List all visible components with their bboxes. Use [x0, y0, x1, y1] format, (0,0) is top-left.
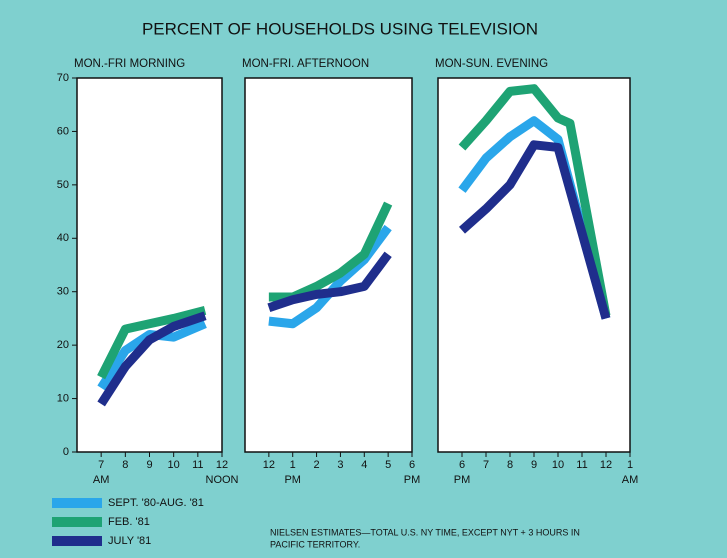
- legend-swatch: [52, 536, 102, 546]
- x-tick-label: 10: [552, 459, 564, 471]
- panel: [245, 78, 412, 452]
- axis-note: AM: [93, 474, 110, 486]
- x-tick-label: 11: [192, 459, 203, 471]
- x-tick-label: 2: [314, 459, 320, 471]
- x-tick-label: 12: [263, 459, 275, 471]
- x-tick-label: 9: [146, 459, 152, 471]
- chart: PERCENT OF HOUSEHOLDS USING TELEVISION N…: [0, 0, 727, 558]
- footnote: PACIFIC TERRITORY.: [270, 539, 360, 549]
- legend-swatch: [52, 498, 102, 508]
- x-tick-label: 9: [531, 459, 537, 471]
- x-tick-label: 12: [216, 459, 228, 471]
- y-tick-label: 10: [57, 392, 69, 404]
- x-tick-label: 6: [459, 459, 465, 471]
- x-tick-label: 12: [600, 459, 612, 471]
- axis-note: NOON: [206, 474, 239, 486]
- panel-title: MON-FRI. AFTERNOON: [242, 58, 369, 70]
- legend-swatch: [52, 517, 102, 527]
- y-tick-label: 20: [57, 339, 69, 351]
- y-tick-label: 60: [57, 125, 69, 137]
- panel: [438, 78, 630, 452]
- x-tick-label: 1: [290, 459, 296, 471]
- y-tick-label: 30: [57, 286, 69, 298]
- y-tick-label: 70: [57, 72, 69, 84]
- footnote: NIELSEN ESTIMATES—TOTAL U.S. NY TIME, EX…: [270, 527, 580, 537]
- x-tick-label: 10: [168, 459, 180, 471]
- axis-note: AM: [622, 474, 639, 486]
- panel-title: MON.-FRI MORNING: [74, 58, 185, 70]
- y-tick-label: 40: [57, 232, 69, 244]
- y-tick-label: 50: [57, 179, 69, 191]
- x-tick-label: 6: [409, 459, 415, 471]
- legend-label: SEPT. '80-AUG. '81: [108, 497, 204, 509]
- x-tick-label: 8: [122, 459, 128, 471]
- axis-note: PM: [404, 474, 421, 486]
- x-tick-label: 7: [98, 459, 104, 471]
- chart-title: PERCENT OF HOUSEHOLDS USING TELEVISION: [142, 19, 538, 38]
- axis-note: PM: [284, 474, 301, 486]
- panel-title: MON-SUN. EVENING: [435, 58, 548, 70]
- y-tick-label: 0: [63, 446, 69, 458]
- x-tick-label: 11: [576, 459, 587, 471]
- x-tick-label: 1: [627, 459, 633, 471]
- legend-label: FEB. '81: [108, 516, 150, 528]
- legend-label: JULY '81: [108, 535, 151, 547]
- x-tick-label: 4: [361, 459, 367, 471]
- x-tick-label: 5: [385, 459, 391, 471]
- x-tick-label: 3: [337, 459, 343, 471]
- x-tick-label: 8: [507, 459, 513, 471]
- panel: [77, 78, 222, 452]
- x-tick-label: 7: [483, 459, 489, 471]
- axis-note: PM: [454, 474, 471, 486]
